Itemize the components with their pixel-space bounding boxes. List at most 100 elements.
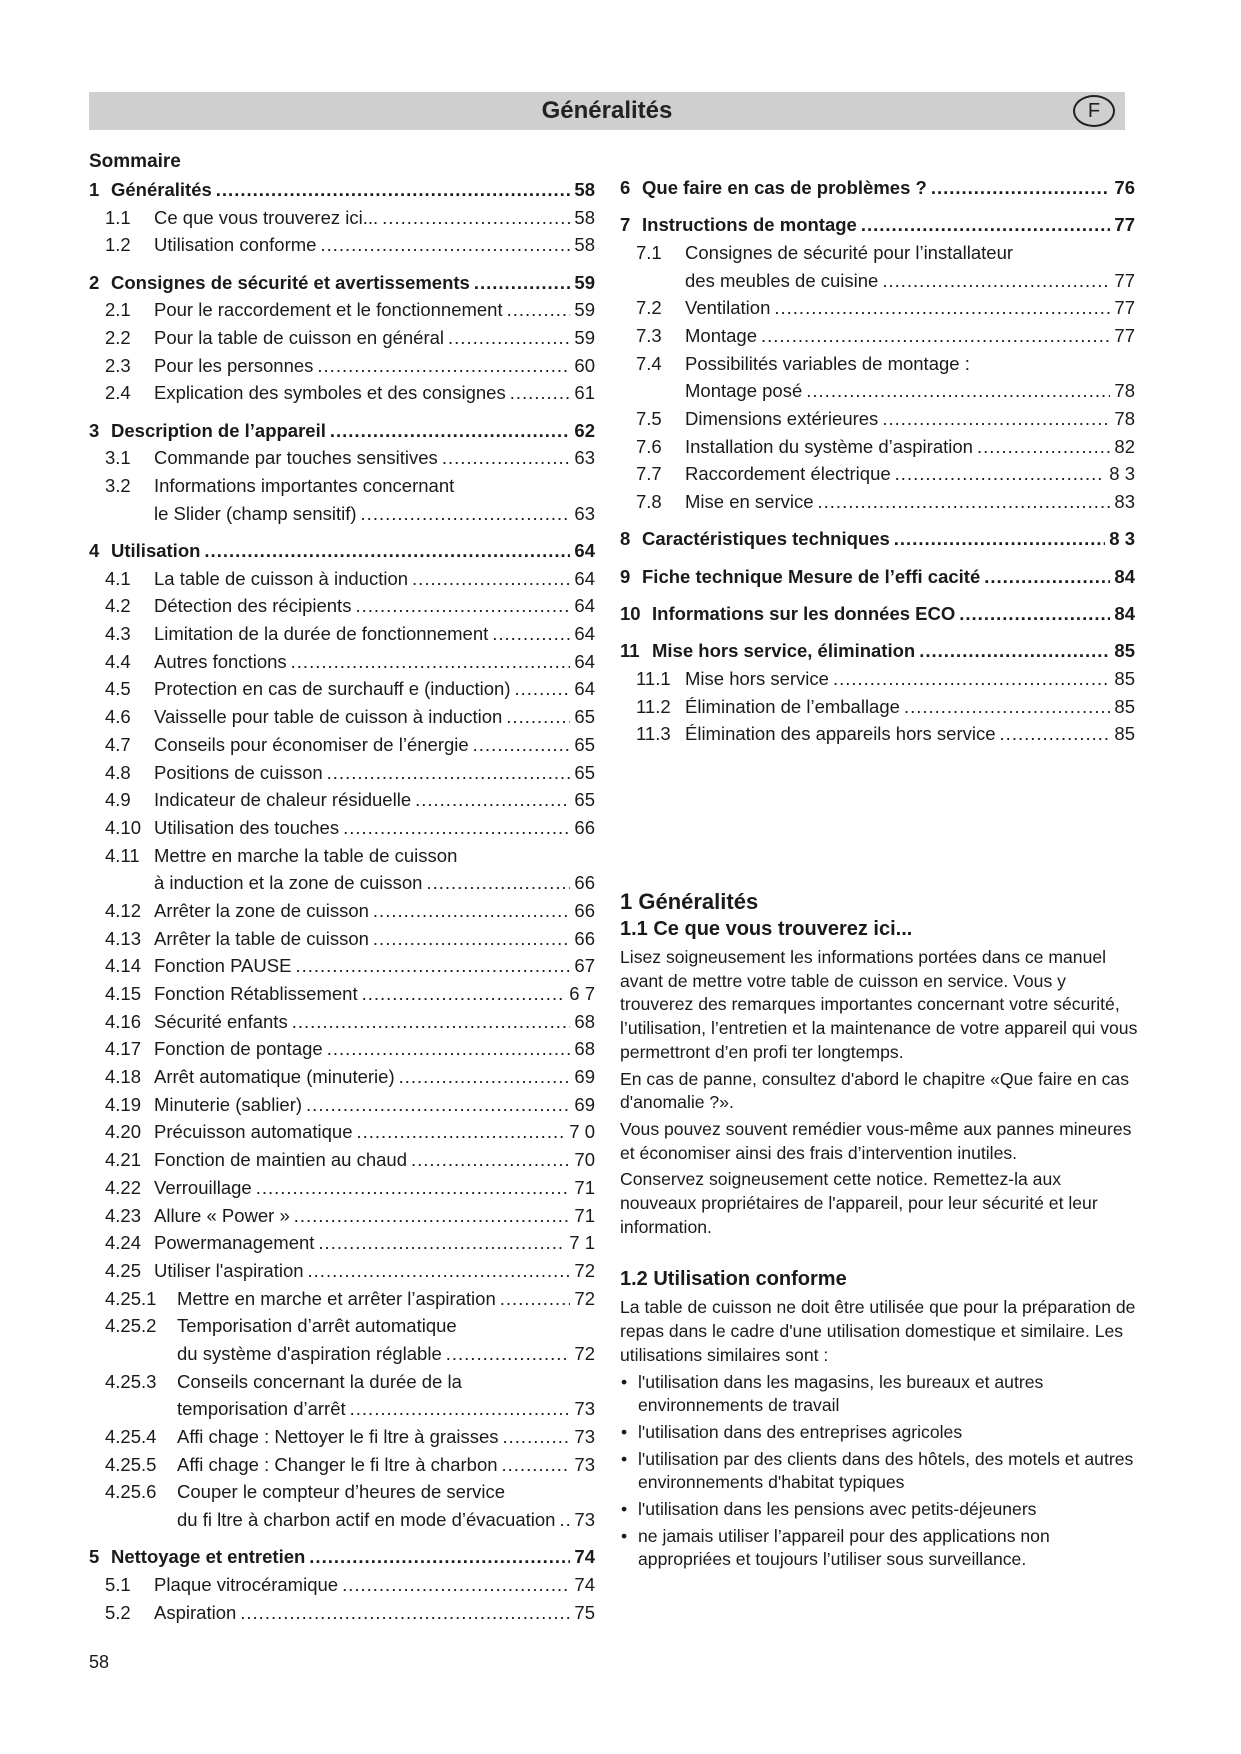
toc-entry[interactable]: 4 Utilisation 64 [89, 537, 595, 565]
toc-entry[interactable]: 2.2 Pour la table de cuisson en général 59 [89, 324, 595, 352]
toc-entry[interactable]: 11.2 Élimination de l’emballage 85 [620, 693, 1135, 721]
toc-entry[interactable]: 4.16 Sécurité enfants 68 [89, 1008, 595, 1036]
dot-leader [294, 1202, 571, 1230]
toc-entry-number: 4.14 [105, 955, 142, 977]
toc-entry[interactable]: 2 Consignes de sécurité et avertissements… [89, 269, 595, 297]
toc-entry[interactable]: 11.3 Élimination des appareils hors servi… [620, 720, 1135, 748]
dot-leader [362, 980, 566, 1008]
toc-entry[interactable]: 4.11 Mettre en marche la table de cuisson [89, 842, 595, 870]
toc-entry[interactable]: 6 Que faire en cas de problèmes ? 76 [620, 174, 1135, 202]
toc-entry-title: Informations sur les données ECO [652, 603, 956, 624]
toc-entry-number: 4.2 [105, 595, 131, 617]
toc-entry[interactable]: 4.25.2 Temporisation d’arrêt automatique [89, 1312, 595, 1340]
toc-entry[interactable]: 4.14 Fonction PAUSE 67 [89, 952, 595, 980]
toc-entry-title: Pour la table de cuisson en général [154, 327, 445, 349]
toc-entry[interactable]: 7.8 Mise en service 83 [620, 488, 1135, 516]
dot-leader [426, 869, 570, 897]
toc-entry-page: 7 0 [569, 1121, 595, 1143]
toc-entry[interactable]: 4.23 Allure « Power » 71 [89, 1202, 595, 1230]
toc-entry[interactable]: 4.4 Autres fonctions 64 [89, 648, 595, 676]
dot-leader [510, 379, 571, 407]
dot-leader [291, 648, 571, 676]
toc-entry[interactable]: 4.5 Protection en cas de surchauff e (ind… [89, 675, 595, 703]
toc-entry[interactable]: 2.1 Pour le raccordement et le fonctionne… [89, 296, 595, 324]
toc-entry[interactable]: 7.7 Raccordement électrique 8 3 [620, 460, 1135, 488]
toc-entry[interactable]: 7.3 Montage 77 [620, 322, 1135, 350]
toc-entry-page: 77 [1114, 269, 1135, 291]
toc-entry[interactable]: 4.18 Arrêt automatique (minuterie) 69 [89, 1063, 595, 1091]
toc-entry-page: 61 [574, 382, 595, 404]
toc-entry[interactable]: 4.25.5 Affi chage : Changer le fi ltre à … [89, 1451, 595, 1479]
dot-leader [382, 204, 570, 232]
toc-entry[interactable]: 7.2 Ventilation 77 [620, 294, 1135, 322]
dot-leader [895, 460, 1106, 488]
toc-entry-page: 67 [574, 955, 595, 977]
toc-entry[interactable]: 4.25 Utiliser l'aspiration 72 [89, 1257, 595, 1285]
toc-entry[interactable]: 5.1 Plaque vitrocéramique 74 [89, 1571, 595, 1599]
toc-entry-page: 85 [1114, 695, 1135, 717]
toc-entry-continuation: du système d'aspiration réglable 72 [89, 1340, 595, 1368]
toc-entry[interactable]: 4.20 Précuisson automatique 7 0 [89, 1118, 595, 1146]
toc-entry-title: Généralités [111, 179, 212, 200]
toc-entry[interactable]: 4.6 Vaisselle pour table de cuisson à ind… [89, 703, 595, 731]
toc-entry[interactable]: 7 Instructions de montage 77 [620, 211, 1135, 239]
toc-entry[interactable]: 4.3 Limitation de la durée de fonctionnem… [89, 620, 595, 648]
toc-entry-page: 64 [574, 540, 595, 562]
toc-entry[interactable]: 8 Caractéristiques techniques 8 3 [620, 525, 1135, 553]
toc-entry[interactable]: 7.1 Consignes de sécurité pour l’installa… [620, 239, 1135, 267]
toc-entry-page: 64 [574, 650, 595, 672]
toc-entry[interactable]: 7.5 Dimensions extérieures 78 [620, 405, 1135, 433]
section-generalites: 1 Généralités 1.1 Ce que vous trouverez … [620, 888, 1140, 1575]
toc-entry[interactable]: 7.4 Possibilités variables de montage : [620, 350, 1135, 378]
toc-entry-title: Ventilation [685, 297, 771, 319]
toc-entry[interactable]: 4.15 Fonction Rétablissement 6 7 [89, 980, 595, 1008]
toc-entry-page: 59 [574, 299, 595, 321]
toc-entry-title: Fonction de pontage [154, 1038, 323, 1060]
toc-entry[interactable]: 4.8 Positions de cuisson 65 [89, 759, 595, 787]
toc-entry-title: Instructions de montage [642, 214, 857, 236]
toc-entry[interactable]: 2.3 Pour les personnes 60 [89, 352, 595, 380]
toc-entry[interactable]: 4.19 Minuterie (sablier) 69 [89, 1091, 595, 1119]
dot-leader [330, 417, 571, 445]
toc-entry[interactable]: 11 Mise hors service, élimination 85 [620, 637, 1135, 665]
toc-entry[interactable]: 1.2 Utilisation conforme 58 [89, 231, 595, 259]
toc-entry-number: 2.1 [105, 299, 131, 321]
toc-right-column: 6 Que faire en cas de problèmes ? 76 7 Instr… [620, 174, 1135, 748]
toc-entry[interactable]: 11.1 Mise hors service 85 [620, 665, 1135, 693]
toc-entry-number: 2.2 [105, 327, 131, 349]
toc-entry[interactable]: 5.2 Aspiration 75 [89, 1599, 595, 1627]
toc-entry[interactable]: 4.25.4 Affi chage : Nettoyer le fi ltre à… [89, 1423, 595, 1451]
toc-entry[interactable]: 3 Description de l’appareil 62 [89, 417, 595, 445]
toc-entry[interactable]: 10 Informations sur les données ECO 84 [620, 600, 1135, 628]
toc-entry-number: 4.1 [105, 567, 131, 589]
toc-entry[interactable]: 3.1 Commande par touches sensitives 63 [89, 444, 595, 472]
toc-entry-title: Montage posé [685, 380, 803, 402]
toc-entry[interactable]: 1 Généralités 58 [89, 176, 595, 204]
toc-entry[interactable]: 2.4 Explication des symboles et des consi… [89, 379, 595, 407]
toc-entry[interactable]: 4.7 Conseils pour économiser de l’énergie… [89, 731, 595, 759]
toc-entry[interactable]: 9 Fiche technique Mesure de l’effi cacité… [620, 563, 1135, 591]
toc-entry[interactable]: 4.24 Powermanagement 7 1 [89, 1229, 595, 1257]
toc-entry[interactable]: 4.1 La table de cuisson à induction 64 [89, 565, 595, 593]
toc-entry[interactable]: 4.13 Arrêter la table de cuisson 66 [89, 925, 595, 953]
toc-entry[interactable]: 3.2 Informations importantes concernant [89, 472, 595, 500]
dot-leader [507, 296, 571, 324]
dot-leader [506, 703, 570, 731]
toc-entry[interactable]: 4.2 Détection des récipients 64 [89, 592, 595, 620]
toc-entry[interactable]: 4.25.3 Conseils concernant la durée de la [89, 1368, 595, 1396]
toc-entry-number: 4.25.3 [105, 1370, 157, 1392]
toc-entry[interactable]: 4.12 Arrêter la zone de cuisson 66 [89, 897, 595, 925]
dot-leader [492, 620, 570, 648]
toc-entry-number: 4.4 [105, 650, 131, 672]
toc-entry[interactable]: 4.22 Verrouillage 71 [89, 1174, 595, 1202]
toc-entry[interactable]: 1.1 Ce que vous trouverez ici... 58 [89, 204, 595, 232]
toc-entry[interactable]: 4.10 Utilisation des touches 66 [89, 814, 595, 842]
toc-entry[interactable]: 7.6 Installation du système d’aspiration 8… [620, 433, 1135, 461]
toc-entry[interactable]: 5 Nettoyage et entretien 74 [89, 1543, 595, 1571]
toc-entry[interactable]: 4.21 Fonction de maintien au chaud 70 [89, 1146, 595, 1174]
toc-entry[interactable]: 4.17 Fonction de pontage 68 [89, 1035, 595, 1063]
toc-entry[interactable]: 4.25.6 Couper le compteur d’heures de ser… [89, 1478, 595, 1506]
toc-entry-page: 63 [574, 447, 595, 469]
toc-entry[interactable]: 4.25.1 Mettre en marche et arrêter l’aspi… [89, 1285, 595, 1313]
toc-entry[interactable]: 4.9 Indicateur de chaleur résiduelle 65 [89, 786, 595, 814]
